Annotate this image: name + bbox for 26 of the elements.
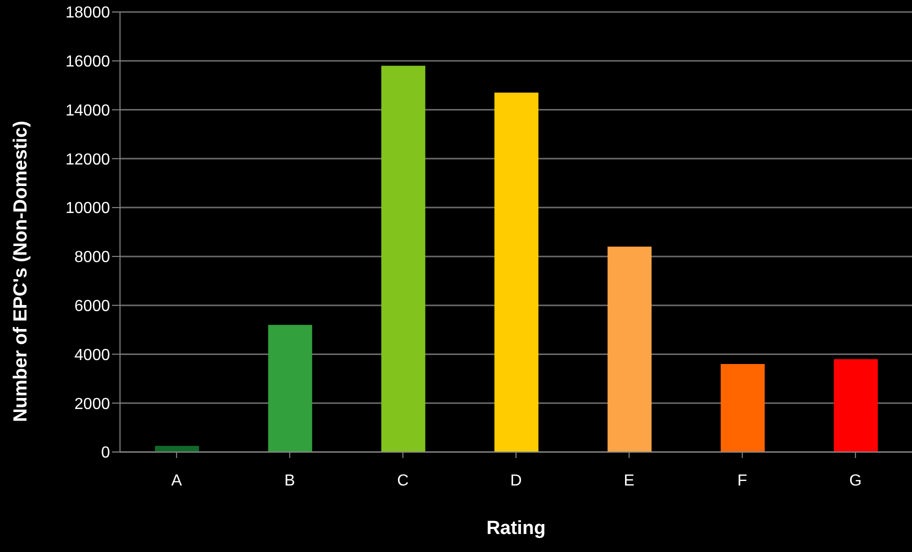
y-tick-label: 8000 [74, 249, 110, 266]
y-tick-label: 6000 [74, 298, 110, 316]
y-tick-label: 12000 [66, 151, 110, 168]
bar [834, 359, 878, 452]
y-tick-label: 18000 [66, 4, 110, 22]
x-tick-label: B [284, 472, 296, 490]
bar [155, 446, 199, 452]
y-tick-label: 4000 [74, 346, 110, 364]
y-axis-title: Number of EPC's (Non-Domestic) [10, 120, 32, 422]
y-tick-label: 2000 [74, 396, 110, 413]
y-tick-label: 10000 [66, 200, 110, 218]
x-tick-label: G [849, 472, 862, 490]
bar [268, 324, 312, 452]
x-tick-label: D [510, 472, 522, 490]
y-tick-label: 0 [101, 444, 110, 462]
x-axis-title: Rating [486, 518, 546, 539]
bar [720, 364, 765, 452]
x-tick-label: F [737, 472, 748, 490]
y-tick-label: 14000 [66, 102, 110, 120]
bar [381, 66, 426, 452]
bar [608, 246, 652, 452]
x-tick-label: A [171, 472, 182, 490]
bar [494, 92, 538, 452]
x-tick-label: C [397, 472, 409, 490]
x-tick-label: E [624, 472, 634, 490]
y-tick-label: 16000 [66, 54, 110, 71]
